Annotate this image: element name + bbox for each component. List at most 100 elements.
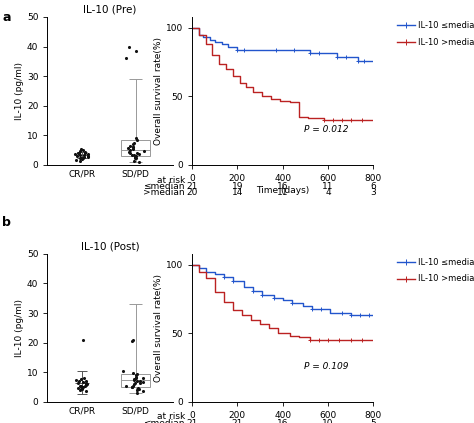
Point bbox=[73, 152, 81, 159]
Point bbox=[134, 378, 141, 385]
Text: ≤median: ≤median bbox=[144, 182, 185, 191]
Point bbox=[134, 371, 141, 377]
Point bbox=[119, 367, 127, 374]
Point bbox=[134, 387, 141, 393]
Text: 6: 6 bbox=[371, 182, 376, 191]
Point bbox=[134, 384, 142, 391]
Point bbox=[129, 336, 137, 343]
Point bbox=[133, 149, 140, 156]
Point bbox=[80, 336, 87, 343]
Legend: IL-10 ≤median, IL-10 >median: IL-10 ≤median, IL-10 >median bbox=[397, 21, 474, 47]
Point bbox=[136, 385, 143, 392]
Point bbox=[130, 140, 138, 146]
Point bbox=[80, 151, 88, 158]
Legend: IL-10 ≤median, IL-10 >median: IL-10 ≤median, IL-10 >median bbox=[397, 258, 474, 283]
Point bbox=[130, 381, 138, 387]
Point bbox=[125, 148, 132, 155]
Point bbox=[129, 146, 137, 152]
Point bbox=[131, 153, 139, 160]
Point bbox=[136, 150, 143, 157]
Text: 21: 21 bbox=[186, 182, 198, 191]
Text: 5: 5 bbox=[371, 419, 376, 423]
Point bbox=[129, 141, 137, 148]
Point bbox=[132, 373, 140, 380]
Point bbox=[128, 384, 136, 390]
Point bbox=[76, 154, 84, 161]
Point bbox=[77, 382, 84, 389]
Point bbox=[133, 135, 140, 142]
Point bbox=[132, 153, 140, 159]
Point bbox=[127, 142, 134, 149]
Bar bbox=[121, 374, 150, 387]
Point bbox=[130, 151, 138, 158]
Point bbox=[77, 154, 85, 161]
Point bbox=[132, 379, 139, 386]
Text: ≤median: ≤median bbox=[144, 419, 185, 423]
Point bbox=[71, 151, 79, 158]
Point bbox=[80, 384, 87, 390]
Point bbox=[135, 159, 143, 165]
Point bbox=[139, 388, 147, 395]
Point bbox=[77, 147, 84, 154]
Point bbox=[78, 156, 85, 162]
Text: 14: 14 bbox=[232, 188, 243, 197]
Point bbox=[129, 383, 137, 390]
Text: 21: 21 bbox=[186, 419, 198, 423]
Point bbox=[132, 154, 140, 161]
Point bbox=[125, 43, 133, 50]
Point bbox=[72, 156, 80, 163]
Text: P = 0.109: P = 0.109 bbox=[304, 362, 349, 371]
Text: 16: 16 bbox=[277, 182, 289, 191]
Point bbox=[129, 143, 137, 150]
Point bbox=[79, 155, 87, 162]
Text: 19: 19 bbox=[232, 182, 243, 191]
Point bbox=[72, 376, 79, 383]
Text: 3: 3 bbox=[371, 188, 376, 197]
Title: IL-10 (Pre): IL-10 (Pre) bbox=[83, 5, 137, 15]
Point bbox=[76, 383, 84, 390]
Point bbox=[74, 380, 82, 387]
Point bbox=[82, 382, 89, 389]
Point bbox=[130, 375, 138, 382]
Point bbox=[80, 378, 87, 385]
Point bbox=[122, 382, 130, 389]
Point bbox=[75, 150, 82, 157]
Point bbox=[78, 386, 86, 393]
Point bbox=[81, 148, 88, 155]
Point bbox=[82, 381, 90, 388]
Y-axis label: Overall survival rate(%): Overall survival rate(%) bbox=[154, 37, 163, 145]
Point bbox=[139, 375, 147, 382]
Point bbox=[129, 144, 137, 151]
Point bbox=[128, 338, 136, 344]
Point bbox=[76, 387, 83, 393]
Point bbox=[77, 157, 84, 164]
Point bbox=[132, 374, 140, 381]
Text: a: a bbox=[2, 11, 11, 24]
Text: at risk: at risk bbox=[157, 412, 185, 421]
X-axis label: Time (days): Time (days) bbox=[256, 186, 310, 195]
Text: 4: 4 bbox=[325, 188, 331, 197]
Point bbox=[77, 385, 85, 392]
Point bbox=[125, 144, 132, 151]
Text: 20: 20 bbox=[186, 188, 198, 197]
Point bbox=[78, 375, 85, 382]
Point bbox=[84, 150, 92, 157]
Point bbox=[84, 154, 91, 160]
Point bbox=[139, 378, 146, 385]
Text: 16: 16 bbox=[277, 419, 289, 423]
Point bbox=[133, 48, 140, 55]
Text: P = 0.012: P = 0.012 bbox=[304, 125, 349, 135]
Point bbox=[75, 377, 83, 384]
Point bbox=[82, 388, 90, 395]
Point bbox=[84, 153, 91, 159]
Point bbox=[134, 137, 141, 143]
Point bbox=[77, 146, 85, 152]
Point bbox=[82, 379, 90, 386]
Text: at risk: at risk bbox=[157, 176, 185, 184]
Point bbox=[81, 149, 89, 156]
Point bbox=[80, 146, 87, 153]
Point bbox=[74, 384, 82, 391]
Y-axis label: Overall survival rate(%): Overall survival rate(%) bbox=[154, 274, 163, 382]
Point bbox=[132, 372, 140, 379]
Point bbox=[81, 375, 88, 382]
